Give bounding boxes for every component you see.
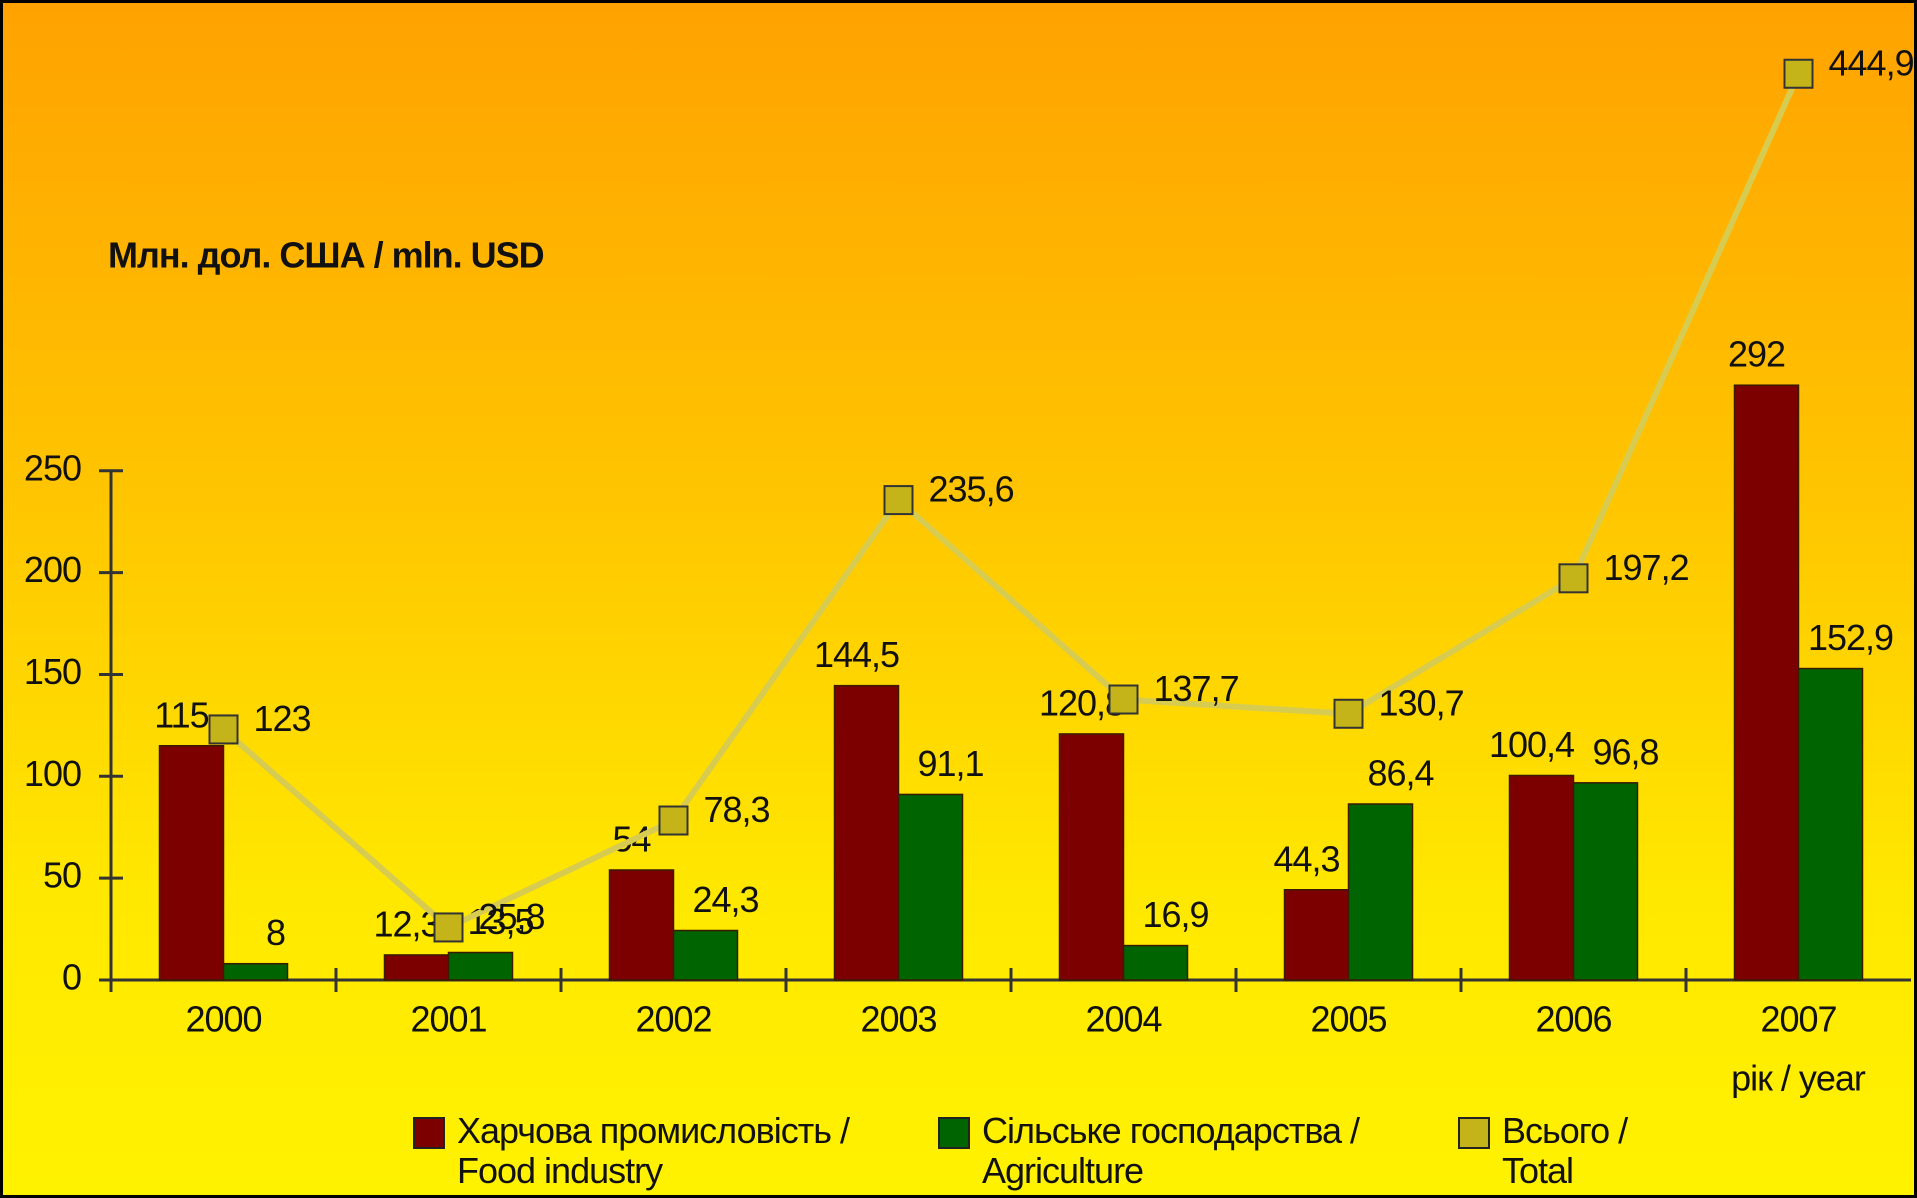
y-tick-label: 200 — [24, 549, 81, 590]
y-tick-label: 150 — [24, 651, 81, 692]
legend-label: Харчова промисловість / Food industry — [457, 1110, 850, 1191]
bar-value-label: 16,9 — [1142, 894, 1208, 935]
bar — [1283, 889, 1350, 981]
x-tick-label: 2004 — [1085, 999, 1161, 1040]
y-tick-label: 250 — [24, 447, 81, 488]
total-line — [221, 72, 1802, 932]
bar — [1058, 733, 1125, 981]
legend-item: Сільське господарства / Agriculture — [938, 1111, 1382, 1191]
bar-value-label: 96,8 — [1592, 731, 1658, 772]
total-marker — [1333, 698, 1364, 729]
bar — [1347, 803, 1414, 981]
total-value-label: 137,7 — [1154, 668, 1239, 709]
bar — [1122, 944, 1189, 981]
bar-value-label: 100,4 — [1489, 724, 1574, 765]
legend-label: Всього / Total — [1502, 1110, 1628, 1191]
bar-value-label: 8 — [266, 912, 285, 953]
bar — [1508, 774, 1575, 981]
total-marker — [208, 714, 239, 745]
x-tick-label: 2003 — [860, 999, 936, 1040]
total-marker — [1558, 563, 1589, 594]
total-marker — [1783, 58, 1814, 89]
bar — [897, 793, 964, 981]
total-value-label: 123 — [254, 698, 311, 739]
bar — [1797, 667, 1864, 981]
y-tick-label: 100 — [24, 753, 81, 794]
bar-value-label: 144,5 — [814, 634, 899, 675]
total-value-label: 78,3 — [704, 789, 770, 830]
y-axis-label: Млн. дол. США / mln. USD — [108, 235, 544, 276]
total-marker — [1108, 684, 1139, 715]
bar — [222, 962, 289, 981]
bar — [1572, 782, 1639, 981]
bar — [672, 929, 739, 981]
bar — [608, 869, 675, 981]
bar — [833, 684, 900, 981]
y-tick-label: 50 — [43, 855, 81, 896]
bar-value-label: 24,3 — [692, 879, 758, 920]
legend-swatch — [1458, 1117, 1490, 1149]
bar-value-label: 152,9 — [1808, 617, 1893, 658]
total-value-label: 197,2 — [1604, 547, 1689, 588]
legend-label: Сільське господарства / Agriculture — [982, 1110, 1360, 1191]
bar-value-label: 44,3 — [1273, 838, 1339, 879]
total-marker — [883, 485, 914, 516]
total-marker — [433, 912, 464, 943]
total-marker — [658, 805, 689, 836]
total-value-label: 444,9 — [1829, 42, 1914, 83]
bar — [158, 745, 225, 981]
bar — [1733, 384, 1800, 981]
legend-swatch — [938, 1117, 970, 1149]
legend-item: Всього / Total — [1458, 1111, 1652, 1191]
bar-value-label: 13,5 — [467, 901, 533, 942]
chart: Млн. дол. США / mln. USD рік / year 0 50 1… — [24, 42, 1914, 1099]
x-tick-label: 2001 — [410, 999, 486, 1040]
x-axis-label: рік / year — [1731, 1058, 1866, 1099]
legend-swatch — [413, 1117, 445, 1149]
legend-item: Харчова промисловість / Food industry — [413, 1111, 857, 1191]
bar — [447, 951, 514, 981]
x-tick-label: 2007 — [1760, 999, 1836, 1040]
x-tick-label: 2000 — [185, 999, 261, 1040]
x-tick-label: 2005 — [1310, 999, 1386, 1040]
total-value-label: 235,6 — [929, 469, 1014, 510]
x-tick-label: 2006 — [1535, 999, 1611, 1040]
total-value-label: 130,7 — [1379, 682, 1464, 723]
x-tick-label: 2002 — [635, 999, 711, 1040]
total-value-label: 25,8 — [479, 896, 545, 937]
y-tick-label: 0 — [62, 957, 81, 998]
bar-value-label: 91,1 — [917, 743, 983, 784]
bar-value-label: 115 — [154, 694, 208, 735]
bar-value-label: 86,4 — [1367, 753, 1433, 794]
bar — [383, 954, 450, 981]
bar-value-label: 292 — [1728, 334, 1785, 375]
